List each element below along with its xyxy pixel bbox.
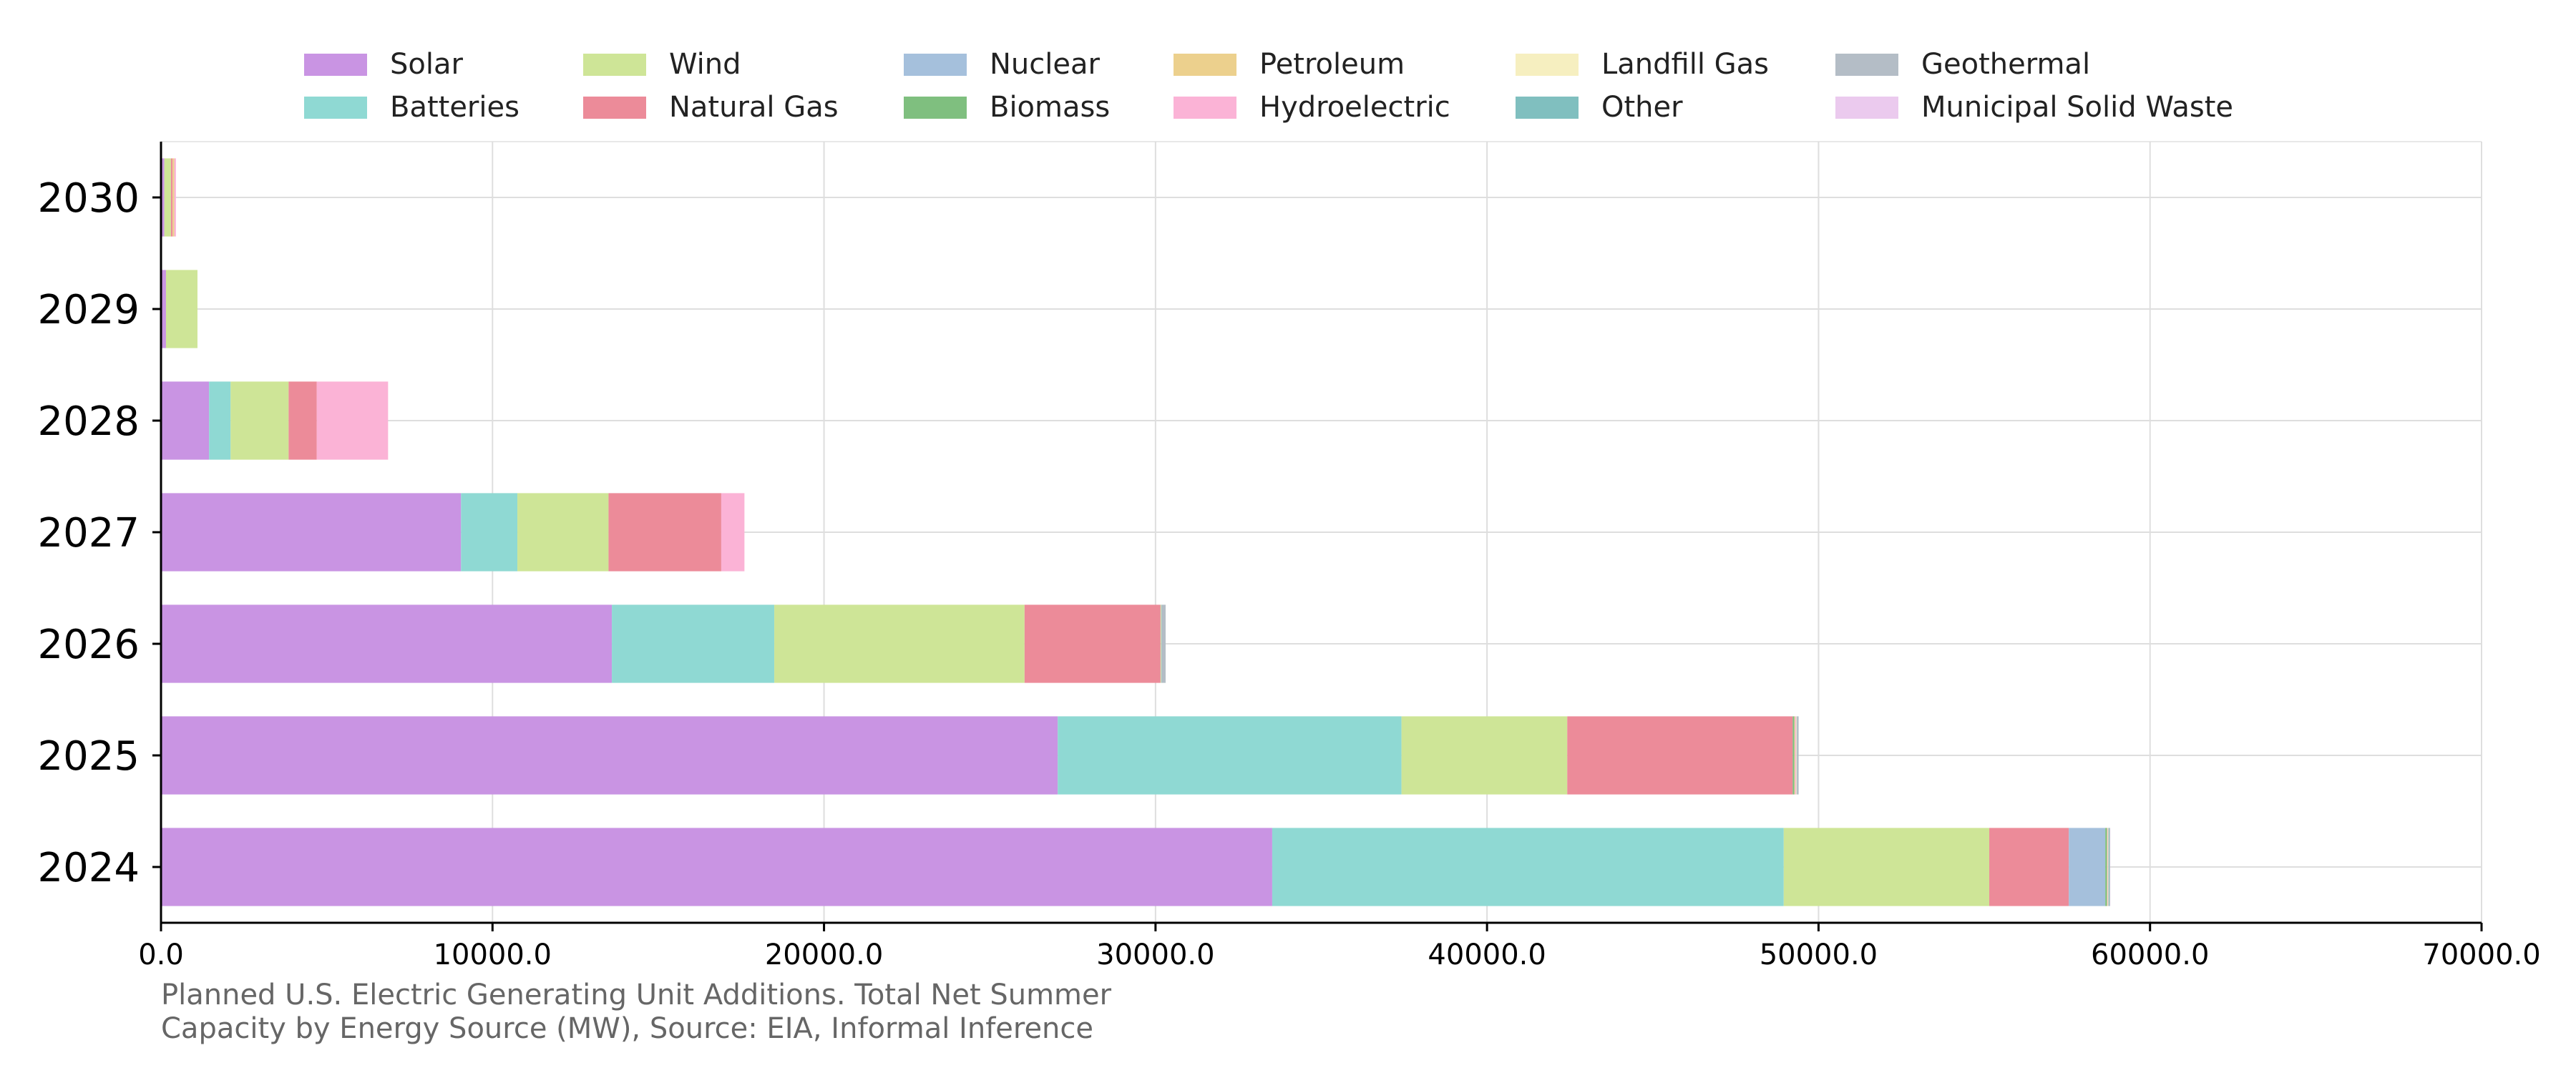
legend-swatch <box>1516 96 1579 119</box>
bar-segment-natural-gas <box>608 493 721 572</box>
legend-swatch <box>904 96 967 119</box>
legend-label: Nuclear <box>990 48 1100 81</box>
legend-swatch <box>1174 96 1236 119</box>
x-tick-label: 30000.0 <box>1096 939 1214 971</box>
y-tick-label: 2025 <box>37 733 140 780</box>
y-tick-label: 2029 <box>37 287 140 333</box>
legend-label: Other <box>1601 91 1683 124</box>
legend-item: Natural Gas <box>583 86 839 129</box>
bar-segment-landfill-gas <box>1795 716 1797 795</box>
bar-segment-wind <box>517 493 609 572</box>
legend-item: Wind <box>583 43 741 86</box>
bar-segment-batteries <box>1058 716 1402 795</box>
x-tick-label: 70000.0 <box>2422 939 2540 971</box>
caption-line-2: Capacity by Energy Source (MW), Source: … <box>161 1012 1094 1045</box>
legend-label: Wind <box>669 48 741 81</box>
bar-segment-wind <box>1783 828 1990 906</box>
bar-segment-wind <box>165 270 197 348</box>
legend-label: Municipal Solid Waste <box>1921 91 2233 124</box>
legend-item: Geothermal <box>1835 43 2090 86</box>
bar-segment-landfill-gas <box>2107 828 2109 906</box>
legend-swatch <box>304 96 367 119</box>
bar-segment-biomass <box>2105 828 2107 906</box>
bar-segment-natural-gas <box>170 158 173 237</box>
bar-segment-batteries <box>461 493 518 572</box>
bar-segment-batteries <box>612 604 775 683</box>
y-tick-label: 2026 <box>37 622 140 668</box>
legend-label: Batteries <box>390 91 519 124</box>
bar-segment-natural-gas <box>288 381 317 460</box>
bar-segment-geothermal <box>1797 716 1799 795</box>
bar-segment-wind <box>164 158 171 237</box>
legend-swatch <box>583 53 646 76</box>
chart-caption: Planned U.S. Electric Generating Unit Ad… <box>161 979 1111 1046</box>
legend-label: Landfill Gas <box>1601 48 1770 81</box>
bar-segment-hydroelectric <box>721 493 745 572</box>
y-tick-label: 2028 <box>37 398 140 445</box>
legend-label: Solar <box>390 48 463 81</box>
caption-line-1: Planned U.S. Electric Generating Unit Ad… <box>161 979 1112 1011</box>
legend-label: Geothermal <box>1921 48 2091 81</box>
bar-segment-hydroelectric <box>316 381 389 460</box>
bar-segment-natural-gas <box>1989 828 2069 906</box>
legend-item: Petroleum <box>1174 43 1405 86</box>
bar-segment-batteries <box>209 381 231 460</box>
x-tick-label: 40000.0 <box>1428 939 1546 971</box>
legend-swatch <box>1835 53 1898 76</box>
legend-item: Batteries <box>304 86 519 129</box>
bar-segment-solar <box>161 381 210 460</box>
bar-segment-natural-gas <box>1024 604 1161 683</box>
x-tick-label: 20000.0 <box>765 939 883 971</box>
legend-item: Solar <box>304 43 463 86</box>
legend-label: Petroleum <box>1259 48 1405 81</box>
legend-item: Hydroelectric <box>1174 86 1450 129</box>
y-tick-label: 2024 <box>37 845 140 891</box>
bar-segment-batteries <box>1272 828 1784 906</box>
bar-segment-solar <box>161 493 462 572</box>
bar-segment-hydroelectric <box>1795 716 1796 795</box>
bar-segment-geothermal <box>1161 604 1166 683</box>
bar-segment-wind <box>230 381 289 460</box>
y-tick-label: 2030 <box>37 175 140 222</box>
legend-swatch <box>583 96 646 119</box>
x-tick-label: 50000.0 <box>1760 939 1878 971</box>
bar-segment-solar <box>161 158 165 237</box>
legend-label: Natural Gas <box>669 91 839 124</box>
bar-segment-natural-gas <box>1567 716 1793 795</box>
bar-segment-solar <box>161 828 1272 906</box>
bar-segment-solar <box>161 716 1058 795</box>
x-tick-label: 0.0 <box>138 939 184 971</box>
y-tick-label: 2027 <box>37 510 140 557</box>
legend-swatch <box>1835 96 1898 119</box>
bar-segment-wind <box>774 604 1025 683</box>
bar-segment-solar <box>161 604 613 683</box>
bar-segment-hydroelectric <box>2107 828 2108 906</box>
bar-segment-wind <box>1401 716 1568 795</box>
legend-item: Nuclear <box>904 43 1100 86</box>
legend-item: Landfill Gas <box>1516 43 1769 86</box>
legend-swatch <box>304 53 367 76</box>
legend-item: Biomass <box>904 86 1110 129</box>
legend-item: Other <box>1516 86 1683 129</box>
legend-label: Hydroelectric <box>1259 91 1450 124</box>
x-tick-label: 10000.0 <box>434 939 552 971</box>
bar-segment-biomass <box>1792 716 1795 795</box>
x-tick-label: 60000.0 <box>2091 939 2209 971</box>
bar-segment-solar <box>161 270 166 348</box>
legend-swatch <box>1174 53 1236 76</box>
legend-item: Municipal Solid Waste <box>1835 86 2233 129</box>
legend-swatch <box>904 53 967 76</box>
bar-segment-nuclear <box>2069 828 2106 906</box>
legend-label: Biomass <box>990 91 1111 124</box>
bar-segment-petroleum <box>172 158 175 237</box>
chart-legend: Solar Batteries Wind Natural Gas Nuclear Biom… <box>304 43 2451 136</box>
legend-swatch <box>1516 53 1579 76</box>
bar-segment-hydroelectric <box>174 158 176 237</box>
